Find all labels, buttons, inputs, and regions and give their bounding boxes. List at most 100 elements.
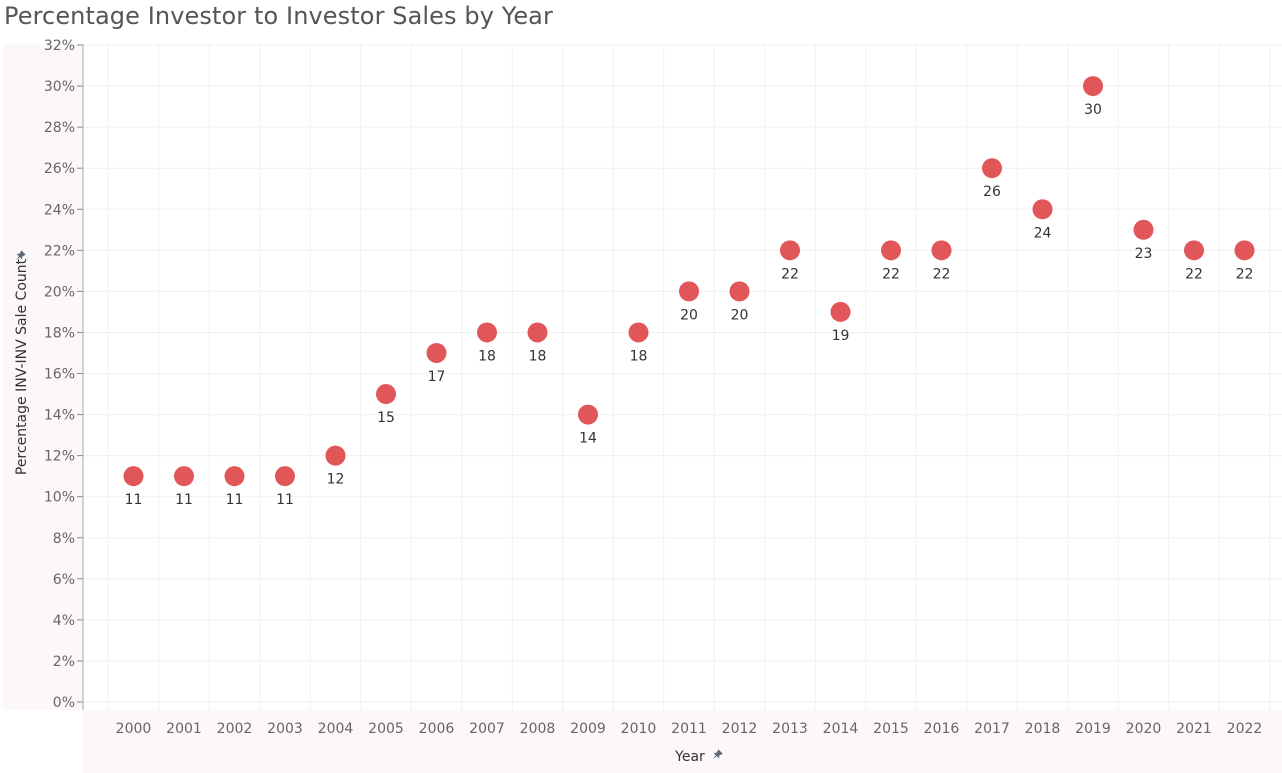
y-tick-label: 26%: [44, 161, 75, 177]
x-axis-pin-icon[interactable]: [710, 749, 723, 762]
x-tick-label: 2021: [1176, 721, 1212, 737]
x-tick-label: 2010: [621, 721, 657, 737]
data-point[interactable]: [1083, 76, 1103, 97]
data-label: 22: [933, 266, 951, 282]
y-tick-label: 22%: [44, 243, 75, 259]
data-point[interactable]: [174, 466, 194, 487]
data-point[interactable]: [1234, 240, 1255, 261]
x-tick-label: 2015: [873, 721, 909, 737]
x-tick-label: 2006: [419, 721, 455, 737]
x-tick-label: 2009: [570, 721, 606, 737]
y-tick-label: 12%: [44, 449, 75, 465]
x-axis-label: Year: [674, 749, 705, 765]
data-point[interactable]: [881, 240, 901, 261]
y-tick-label: 24%: [44, 202, 75, 218]
y-tick-label: 30%: [44, 79, 75, 95]
data-point[interactable]: [325, 445, 346, 466]
y-tick-label: 0%: [53, 695, 75, 711]
data-label: 18: [478, 348, 496, 364]
data-label: 22: [1236, 266, 1254, 282]
y-tick-label: 18%: [44, 325, 75, 341]
x-tick-label: 2016: [924, 721, 960, 737]
data-label: 11: [175, 492, 193, 508]
data-point[interactable]: [477, 322, 497, 343]
data-point[interactable]: [224, 466, 245, 487]
data-label: 11: [276, 492, 294, 508]
data-label: 20: [731, 307, 749, 323]
y-tick-label: 32%: [44, 38, 75, 54]
x-tick-label: 2022: [1227, 721, 1263, 737]
x-tick-label: 2012: [722, 721, 758, 737]
x-tick-label: 2013: [772, 721, 808, 737]
data-point[interactable]: [578, 404, 598, 425]
x-tick-label: 2020: [1126, 721, 1162, 737]
data-point[interactable]: [527, 322, 548, 343]
y-axis-pin-icon[interactable]: [13, 250, 26, 263]
data-label: 24: [1034, 225, 1052, 241]
data-label: 18: [529, 348, 547, 364]
data-label: 12: [327, 472, 345, 488]
data-point[interactable]: [123, 466, 144, 487]
data-label: 17: [428, 369, 446, 385]
data-point[interactable]: [426, 342, 447, 363]
x-tick-label: 2014: [823, 721, 859, 737]
data-point[interactable]: [1184, 240, 1204, 261]
data-label: 22: [781, 266, 799, 282]
y-tick-labels: 0% 2% 4% 6% 8% 10% 12% 14% 16% 18% 20% 22% 24% 26% 28%…: [44, 38, 75, 711]
data-point[interactable]: [729, 281, 750, 302]
axes: [77, 44, 84, 710]
y-tick-label: 10%: [44, 490, 75, 506]
y-axis-band: [3, 44, 83, 710]
y-tick-label: 4%: [53, 613, 75, 629]
x-tick-label: 2019: [1075, 721, 1111, 737]
data-label: 22: [1185, 266, 1203, 282]
data-label: 14: [579, 431, 597, 447]
gridlines: [83, 44, 1282, 710]
data-point[interactable]: [830, 301, 851, 322]
y-tick-label: 28%: [44, 120, 75, 136]
y-tick-label: 16%: [44, 367, 75, 383]
x-tick-label: 2002: [217, 721, 253, 737]
x-axis-band: [83, 710, 1282, 773]
x-tick-label: 2005: [368, 721, 404, 737]
x-tick-label: 2007: [469, 721, 505, 737]
data-point[interactable]: [1032, 199, 1053, 220]
y-tick-label: 8%: [53, 531, 75, 547]
data-point[interactable]: [780, 240, 800, 261]
data-point[interactable]: [628, 322, 649, 343]
y-tick-label: 14%: [44, 408, 75, 424]
x-tick-label: 2011: [671, 721, 707, 737]
data-point[interactable]: [679, 281, 699, 302]
x-tick-label: 2018: [1025, 721, 1061, 737]
x-tick-label: 2017: [974, 721, 1010, 737]
data-point[interactable]: [376, 384, 396, 405]
data-label: 18: [630, 348, 648, 364]
y-tick-label: 2%: [53, 654, 75, 670]
x-tick-label: 2004: [318, 721, 354, 737]
data-point[interactable]: [931, 240, 952, 261]
data-labels: 11 11 11 11 12 15 17 18 18 14 18 20 20 22 19 22 22 26 24 30…: [125, 102, 1254, 508]
data-points: [123, 76, 1255, 487]
y-axis-label: Percentage INV-INV Sale Count: [14, 258, 30, 475]
x-tick-label: 2008: [520, 721, 556, 737]
data-point[interactable]: [1133, 219, 1154, 240]
data-point[interactable]: [275, 466, 295, 487]
data-label: 22: [882, 266, 900, 282]
data-point[interactable]: [982, 158, 1002, 179]
x-tick-label: 2003: [267, 721, 303, 737]
data-label: 15: [377, 410, 395, 426]
data-label: 23: [1135, 246, 1153, 262]
x-tick-labels: 2000 2001 2002 2003 2004 2005 2006 2007 2008 2009…: [116, 721, 1263, 737]
x-tick-label: 2000: [116, 721, 152, 737]
data-label: 20: [680, 307, 698, 323]
chart-title: Percentage Investor to Investor Sales by…: [4, 2, 553, 30]
data-label: 19: [832, 328, 850, 344]
data-label: 30: [1084, 102, 1102, 118]
data-label: 26: [983, 184, 1001, 200]
x-tick-label: 2001: [166, 721, 202, 737]
data-label: 11: [125, 492, 143, 508]
data-label: 11: [226, 492, 244, 508]
y-tick-label: 6%: [53, 572, 75, 588]
y-tick-label: 20%: [44, 284, 75, 300]
